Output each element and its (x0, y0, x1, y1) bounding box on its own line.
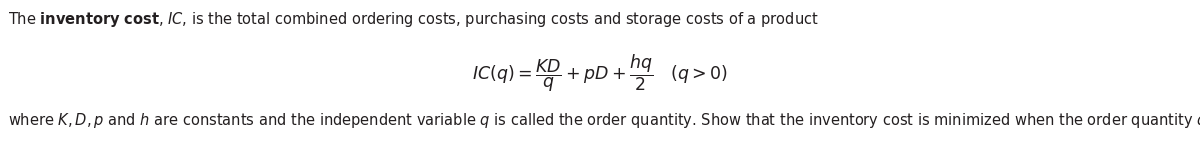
Text: The $\bf{inventory\ cost}$, $\it{IC}$, is the total combined ordering costs, pur: The $\bf{inventory\ cost}$, $\it{IC}$, i… (8, 10, 820, 29)
Text: where $K, D, p$ and $h$ are constants and the independent variable $q$ is called: where $K, D, p$ and $h$ are constants an… (8, 100, 1200, 137)
Text: $IC(q) = \dfrac{KD}{q} + pD + \dfrac{hq}{2} \quad (q > 0)$: $IC(q) = \dfrac{KD}{q} + pD + \dfrac{hq}… (472, 53, 728, 94)
